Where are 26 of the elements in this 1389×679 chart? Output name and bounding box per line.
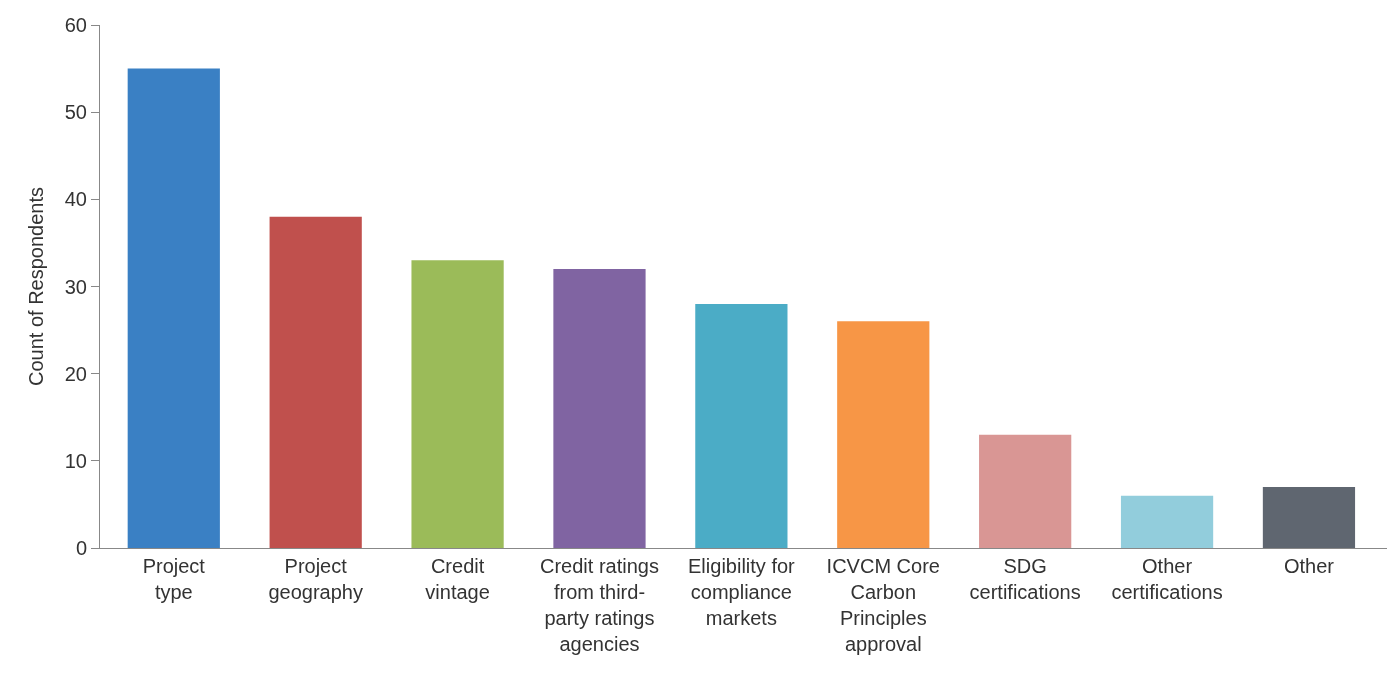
x-tick-label: Other certifications [1111,555,1223,603]
x-tick-label: Credit ratings from third- party ratings agencies [540,555,659,655]
bar [269,216,362,548]
x-tick-label: Other [1283,555,1335,577]
x-tick-label: Credit vintage [425,555,490,603]
x-tick-label: Eligibility for compliance markets [688,555,796,629]
bar [127,68,220,548]
y-tick-label: 40 [64,188,87,211]
y-tick-label: 20 [64,362,87,385]
bar [979,434,1072,548]
x-tick-label: Project geography [268,555,363,603]
x-tick-label: ICVCM Core Carbon Principles approval [826,555,940,655]
bar [695,303,788,548]
bar [837,321,930,548]
y-axis-title: Count of Respondents [25,186,48,387]
x-tick-label: Project type [142,555,206,603]
y-tick-label: 0 [75,537,87,559]
bar [553,269,646,548]
bar [1120,495,1214,548]
y-tick-label: 30 [64,275,87,298]
bar [411,260,504,548]
y-tick-label: 10 [64,449,87,472]
y-tick-label: 50 [64,101,87,124]
x-tick-label: SDG certifications [969,555,1081,603]
bar [1262,486,1356,548]
y-tick-label: 60 [64,14,87,36]
